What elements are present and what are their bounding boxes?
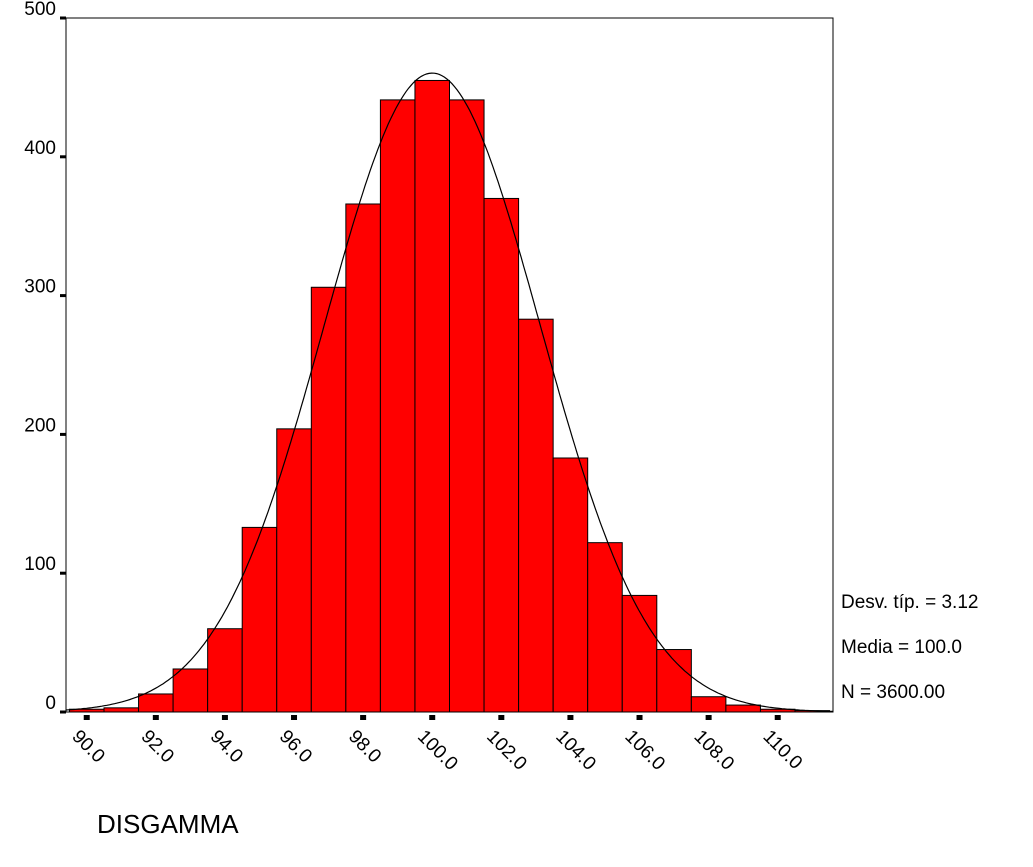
bar <box>414 79 450 713</box>
x-tick <box>498 715 505 720</box>
x-tick <box>429 715 436 720</box>
bar <box>345 203 381 713</box>
bar <box>587 542 623 713</box>
bar <box>207 628 243 713</box>
bar <box>172 668 209 713</box>
bar <box>621 594 658 713</box>
bar <box>552 457 589 713</box>
x-axis-title: DISGAMMA <box>97 809 239 839</box>
x-tick <box>774 715 781 720</box>
x-tick <box>291 715 298 720</box>
bar <box>483 197 520 713</box>
bar <box>103 707 140 713</box>
x-tick <box>705 715 712 720</box>
y-tick-label: 400 <box>24 138 56 159</box>
normal-curve <box>65 72 834 712</box>
stat-label: Media = 100.0 <box>841 637 962 658</box>
y-tick-label: 500 <box>24 0 56 20</box>
x-tick-label: 90.0 <box>68 726 109 767</box>
bar <box>138 693 174 713</box>
x-tick-label: 106.0 <box>620 726 668 774</box>
y-tick-label: 100 <box>24 554 56 575</box>
x-tick-label: 102.0 <box>482 726 530 774</box>
x-tick <box>83 715 90 720</box>
x-tick-label: 98.0 <box>344 726 385 767</box>
bar <box>690 696 727 713</box>
x-tick <box>636 715 643 720</box>
x-tick-label: 96.0 <box>275 726 316 767</box>
bar <box>379 99 416 713</box>
y-tick-label: 300 <box>24 277 56 298</box>
bar <box>449 99 485 713</box>
bar <box>518 318 554 713</box>
bar <box>241 526 278 713</box>
bar <box>310 286 347 713</box>
x-tick-label: 100.0 <box>413 726 461 774</box>
y-tick-label: 0 <box>45 693 56 714</box>
stat-label: N = 3600.00 <box>841 682 945 703</box>
x-tick-label: 92.0 <box>137 726 178 767</box>
bar <box>725 704 761 713</box>
y-tick-label: 200 <box>24 415 56 436</box>
x-tick-label: 104.0 <box>551 726 599 774</box>
stat-label: Desv. típ. = 3.12 <box>841 592 978 613</box>
x-tick-label: 94.0 <box>206 726 247 767</box>
bar <box>656 649 692 713</box>
x-tick <box>152 715 159 720</box>
x-tick <box>221 715 228 720</box>
x-tick-label: 108.0 <box>690 726 738 774</box>
x-tick-label: 110.0 <box>759 726 806 773</box>
x-tick <box>360 715 367 720</box>
x-tick <box>567 715 574 720</box>
